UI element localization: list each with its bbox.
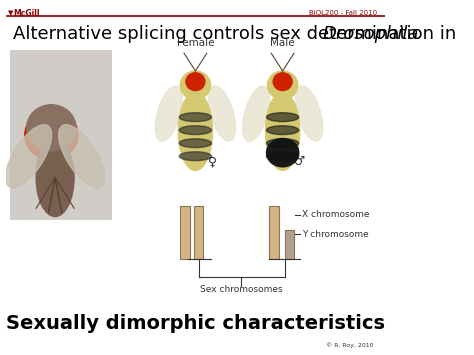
- Circle shape: [273, 73, 292, 91]
- Ellipse shape: [179, 152, 211, 160]
- Ellipse shape: [266, 139, 299, 148]
- Ellipse shape: [179, 139, 211, 148]
- Ellipse shape: [265, 92, 300, 170]
- Ellipse shape: [179, 113, 211, 121]
- Circle shape: [27, 105, 76, 151]
- Ellipse shape: [59, 125, 105, 188]
- Text: © R. Roy, 2010: © R. Roy, 2010: [326, 342, 374, 348]
- Ellipse shape: [266, 126, 299, 135]
- Text: Sex chromosomes: Sex chromosomes: [200, 285, 282, 294]
- Text: Alternative splicing controls sex determination in: Alternative splicing controls sex determ…: [13, 25, 463, 43]
- Ellipse shape: [243, 86, 270, 141]
- Ellipse shape: [36, 138, 74, 217]
- Text: BIOL200 - Fall 2010: BIOL200 - Fall 2010: [310, 10, 377, 16]
- Ellipse shape: [178, 92, 212, 170]
- Text: Sexually dimorphic characteristics: Sexually dimorphic characteristics: [6, 313, 385, 333]
- Text: Female: Female: [177, 38, 214, 48]
- Bar: [284, 230, 294, 259]
- Text: McGill: McGill: [13, 9, 40, 18]
- Text: ♂: ♂: [294, 155, 305, 168]
- Text: Drosophila: Drosophila: [322, 25, 419, 43]
- Ellipse shape: [266, 138, 299, 167]
- Text: Male: Male: [270, 38, 295, 48]
- Ellipse shape: [266, 113, 299, 121]
- Circle shape: [25, 110, 78, 160]
- Ellipse shape: [209, 86, 236, 141]
- Ellipse shape: [179, 126, 211, 135]
- Bar: [9, 50, 112, 220]
- Ellipse shape: [266, 152, 299, 160]
- Bar: [193, 206, 203, 259]
- Circle shape: [180, 71, 210, 99]
- Text: Y chromosome: Y chromosome: [301, 230, 368, 239]
- Circle shape: [267, 71, 298, 99]
- Ellipse shape: [6, 125, 52, 188]
- Bar: [269, 206, 279, 259]
- Bar: [180, 206, 190, 259]
- Text: X chromosome: X chromosome: [301, 210, 369, 219]
- Text: ♀: ♀: [208, 155, 217, 168]
- Ellipse shape: [155, 86, 182, 141]
- Text: ▼: ▼: [8, 10, 13, 16]
- Circle shape: [186, 73, 205, 91]
- Ellipse shape: [296, 86, 323, 141]
